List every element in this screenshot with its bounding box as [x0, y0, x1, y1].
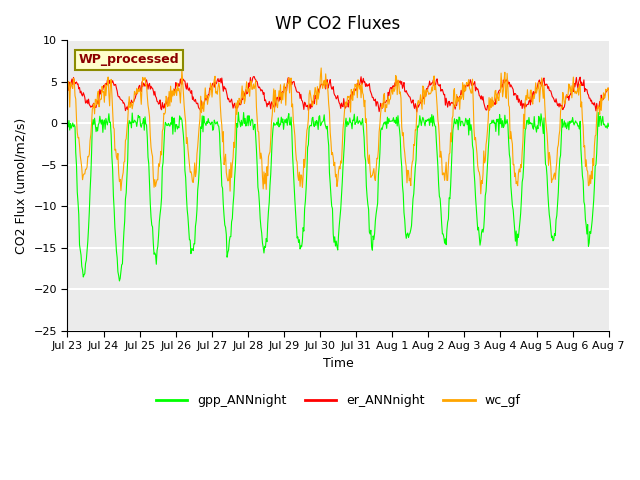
Line: gpp_ANNnight: gpp_ANNnight	[67, 112, 609, 281]
X-axis label: Time: Time	[323, 357, 353, 370]
gpp_ANNnight	[185, 225, 193, 231]
Text: WP_processed: WP_processed	[78, 53, 179, 66]
er_ANNnight	[404, 93, 412, 98]
gpp_ANNnight	[405, 231, 413, 237]
wc_gf	[184, 146, 192, 152]
gpp_ANNnight	[421, 123, 429, 129]
Line: wc_gf: wc_gf	[67, 68, 609, 194]
er_ANNnight	[63, 84, 71, 90]
gpp_ANNnight	[63, 119, 71, 125]
gpp_ANNnight	[74, 189, 81, 195]
wc_gf	[404, 168, 412, 174]
er_ANNnight	[212, 80, 220, 86]
wc_gf	[63, 88, 71, 94]
er_ANNnight	[184, 86, 192, 92]
Line: er_ANNnight: er_ANNnight	[67, 76, 609, 112]
er_ANNnight	[413, 109, 420, 115]
er_ANNnight	[74, 81, 81, 87]
wc_gf	[317, 65, 325, 71]
gpp_ANNnight	[130, 120, 138, 126]
gpp_ANNnight	[234, 109, 242, 115]
wc_gf	[420, 101, 428, 107]
er_ANNnight	[605, 85, 612, 91]
wc_gf	[605, 97, 612, 103]
er_ANNnight	[250, 73, 258, 79]
gpp_ANNnight	[214, 119, 221, 125]
Title: WP CO2 Fluxes: WP CO2 Fluxes	[275, 15, 401, 33]
Y-axis label: CO2 Flux (umol/m2/s): CO2 Flux (umol/m2/s)	[15, 117, 28, 253]
wc_gf	[129, 102, 137, 108]
wc_gf	[477, 191, 484, 197]
er_ANNnight	[421, 90, 429, 96]
gpp_ANNnight	[605, 123, 612, 129]
Legend: gpp_ANNnight, er_ANNnight, wc_gf: gpp_ANNnight, er_ANNnight, wc_gf	[150, 389, 525, 412]
wc_gf	[74, 130, 81, 135]
er_ANNnight	[129, 99, 137, 105]
wc_gf	[212, 88, 220, 94]
gpp_ANNnight	[116, 278, 124, 284]
